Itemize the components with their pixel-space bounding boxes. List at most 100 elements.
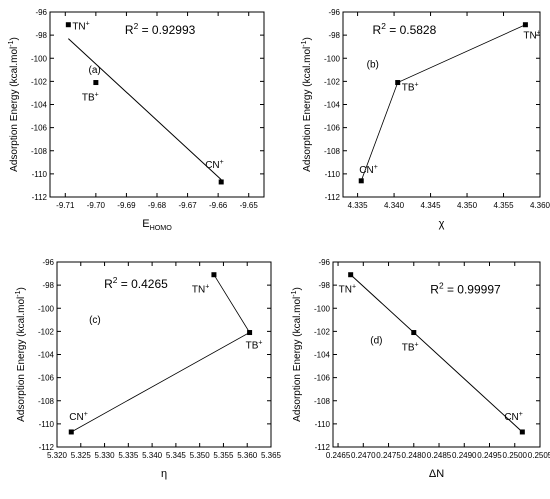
y-tick-label: -106 [31, 124, 48, 133]
y-tick-label: -110 [39, 420, 55, 429]
y-tick-label: -96 [328, 8, 340, 17]
y-tick-label: -98 [318, 281, 330, 290]
series-line [71, 274, 251, 433]
y-tick-label: -106 [324, 124, 341, 133]
x-axis-label: ΔN [429, 468, 444, 480]
x-axis-label: χ [439, 218, 445, 230]
x-tick-label: 5.345 [166, 451, 187, 460]
y-tick-label: -106 [38, 374, 55, 383]
y-tick-label: -112 [32, 193, 48, 202]
y-tick-label: -100 [314, 304, 331, 313]
x-tick-label: 0.2495 [477, 451, 502, 460]
y-tick-label: -112 [325, 193, 341, 202]
x-tick-label: 0.2490 [452, 451, 477, 460]
point-label: TB+ [82, 92, 99, 104]
x-axis-label: EHOMO [142, 218, 172, 232]
x-tick-label: 5.320 [47, 451, 68, 460]
point-label: CN+ [205, 159, 224, 171]
y-tick-label: -102 [324, 77, 341, 86]
x-tick-label: -9.67 [178, 201, 197, 210]
plot-frame [49, 11, 265, 198]
panel-label: (c) [89, 315, 101, 326]
y-tick-label: -98 [35, 31, 47, 40]
data-point [522, 22, 528, 28]
y-tick-label: -112 [315, 443, 331, 452]
data-point [93, 80, 99, 86]
data-point [395, 80, 401, 86]
x-tick-label: 0.2470 [351, 451, 376, 460]
x-tick-label: 5.365 [261, 451, 282, 460]
r2-annotation: R2 = 0.99997 [430, 280, 501, 296]
panel-label: (a) [89, 65, 101, 76]
y-tick-label: -96 [42, 258, 54, 267]
y-tick-label: -100 [31, 54, 48, 63]
data-point [65, 22, 71, 28]
y-tick-label: -98 [42, 281, 54, 290]
y-axis-label: Adsorption Energy (kcal.mol-1) [301, 37, 313, 172]
point-label: TN+ [523, 30, 540, 42]
point-label: TN+ [339, 284, 356, 296]
fit-line [68, 38, 222, 181]
panel-label: (d) [370, 335, 382, 346]
y-tick-label: -106 [314, 374, 331, 383]
x-tick-label: 4.340 [384, 201, 405, 210]
y-tick-label: -108 [324, 147, 341, 156]
fit-line [350, 274, 523, 433]
data-point [247, 330, 253, 336]
point-label: TB+ [246, 340, 263, 352]
point-label: TN+ [72, 21, 89, 33]
x-tick-label: 5.325 [71, 451, 92, 460]
y-tick-label: -102 [38, 327, 55, 336]
y-tick-label: -104 [324, 101, 341, 110]
data-point [348, 272, 354, 278]
point-label: CN+ [69, 411, 88, 423]
point-label: TB+ [402, 342, 419, 354]
data-point [411, 330, 417, 336]
y-tick-label: -102 [31, 77, 48, 86]
x-tick-label: 5.355 [213, 451, 234, 460]
x-tick-label: 4.360 [530, 201, 550, 210]
x-tick-label: 5.340 [142, 451, 163, 460]
x-tick-label: 0.2505 [528, 451, 550, 460]
y-tick-label: -98 [328, 31, 340, 40]
r2-annotation: R2 = 0.92993 [125, 21, 196, 37]
y-tick-label: -112 [39, 443, 55, 452]
panel-label: (b) [367, 60, 379, 71]
data-point [211, 272, 217, 278]
y-tick-label: -108 [31, 147, 48, 156]
point-label: TB+ [402, 82, 419, 94]
y-axis-label: Adsorption Energy (kcal.mol-1) [291, 287, 303, 422]
y-tick-label: -96 [318, 258, 330, 267]
y-axis-label: Adsorption Energy (kcal.mol-1) [8, 37, 20, 172]
point-label: TN+ [192, 284, 209, 296]
x-tick-label: 5.350 [190, 451, 211, 460]
data-point [218, 179, 224, 185]
x-tick-label: 4.355 [494, 201, 515, 210]
data-point [519, 429, 525, 435]
point-label: CN+ [359, 164, 378, 176]
y-tick-label: -110 [315, 420, 331, 429]
x-tick-label: 4.335 [348, 201, 369, 210]
x-tick-label: 0.2475 [376, 451, 401, 460]
x-axis-label: η [161, 468, 167, 480]
y-tick-label: -102 [314, 327, 331, 336]
x-tick-label: -9.70 [87, 201, 106, 210]
x-tick-label: -9.71 [56, 201, 75, 210]
data-point [68, 429, 74, 435]
y-tick-label: -104 [314, 351, 331, 360]
x-tick-label: 0.2480 [402, 451, 427, 460]
x-tick-label: 5.330 [95, 451, 116, 460]
data-point [358, 178, 364, 184]
x-tick-label: 4.350 [457, 201, 478, 210]
y-tick-label: -104 [31, 101, 48, 110]
y-tick-label: -100 [324, 54, 341, 63]
y-tick-label: -96 [35, 8, 47, 17]
x-tick-label: 0.2465 [326, 451, 351, 460]
x-tick-label: -9.69 [117, 201, 136, 210]
y-tick-label: -100 [38, 304, 55, 313]
x-tick-label: -9.65 [240, 201, 259, 210]
x-tick-label: -9.68 [148, 201, 167, 210]
series-line [360, 24, 526, 181]
